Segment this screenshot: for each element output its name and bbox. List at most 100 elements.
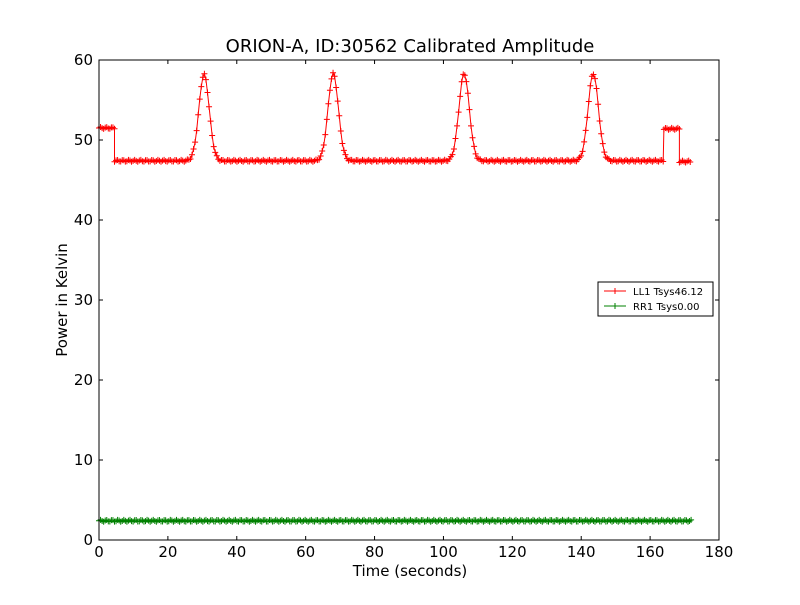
data-point-marker [199, 74, 206, 81]
data-point-marker [615, 158, 622, 165]
data-point-marker [347, 518, 354, 525]
data-point-marker [564, 517, 571, 524]
data-point-marker [336, 112, 343, 119]
data-point-marker [455, 109, 462, 116]
data-point-marker [123, 158, 130, 165]
data-point-marker [435, 517, 442, 524]
data-point-marker [687, 158, 694, 165]
data-point-marker [582, 127, 589, 134]
data-point-marker [323, 116, 330, 123]
data-point-marker [522, 157, 529, 164]
data-point-marker [320, 142, 327, 149]
data-point-marker [136, 157, 143, 164]
data-point-marker [461, 518, 468, 525]
data-point-marker [195, 111, 202, 118]
data-point-marker [102, 124, 109, 131]
data-point-marker [466, 106, 473, 113]
data-point-marker [657, 518, 664, 525]
data-point-marker [165, 518, 172, 525]
data-point-marker [196, 96, 203, 103]
data-point-marker [328, 75, 335, 82]
data-point-marker [319, 147, 326, 154]
data-point-marker [264, 157, 271, 164]
data-point-marker [333, 518, 340, 525]
x-tick-label: 0 [94, 543, 104, 561]
data-point-marker [359, 517, 366, 524]
data-point-marker [373, 517, 380, 524]
data-point-marker [192, 139, 199, 146]
legend-swatch-marker [612, 303, 618, 309]
data-point-marker [676, 126, 683, 133]
x-tick-label: 100 [429, 543, 458, 561]
x-tick-label: 180 [705, 543, 734, 561]
data-point-marker [150, 157, 157, 164]
data-point-marker [201, 70, 208, 77]
data-point-marker [571, 157, 578, 164]
data-point-marker [198, 83, 205, 90]
data-point-marker [305, 158, 312, 165]
data-point-marker [548, 158, 555, 165]
data-point-marker [450, 145, 457, 152]
data-point-marker [488, 517, 495, 524]
x-tick-label: 80 [365, 543, 384, 561]
x-axis-label: Time (seconds) [352, 562, 468, 580]
data-point-marker [512, 157, 519, 164]
data-point-marker [592, 75, 598, 82]
x-tick-label: 60 [296, 543, 315, 561]
data-point-marker [189, 151, 195, 158]
data-point-marker [598, 130, 605, 137]
data-point-marker [528, 518, 535, 525]
data-point-marker [162, 158, 169, 165]
data-point-marker [393, 157, 400, 164]
data-point-marker [464, 90, 471, 97]
data-point-marker [325, 100, 332, 107]
data-point-marker [99, 125, 106, 132]
chart-title: ORION-A, ID:30562 Calibrated Amplitude [226, 36, 595, 57]
data-point-marker [669, 517, 676, 524]
data-point-marker [291, 158, 298, 165]
y-tick-label: 10 [74, 451, 93, 469]
x-tick-label: 140 [567, 543, 596, 561]
data-point-marker [280, 518, 287, 525]
data-point-marker [412, 517, 419, 524]
legend: LL1 Tsys46.12 RR1 Tsys0.00 [597, 281, 714, 317]
data-point-marker [333, 84, 340, 91]
data-point-marker [595, 101, 602, 108]
data-point-marker [581, 518, 588, 525]
data-point-marker [210, 143, 217, 150]
data-point-marker [339, 140, 346, 147]
data-point-marker [337, 128, 344, 135]
y-tick-label: 0 [83, 531, 93, 549]
data-point-marker [178, 517, 185, 524]
data-point-marker [230, 517, 237, 524]
legend-label: RR1 Tsys0.00 [633, 302, 700, 313]
y-axis-label: Power in Kelvin [53, 243, 71, 357]
data-point-marker [278, 157, 285, 164]
data-point-marker [209, 132, 216, 139]
data-point-marker [257, 518, 264, 525]
data-point-marker [468, 122, 474, 129]
data-point-marker [616, 517, 623, 524]
data-point-marker [641, 157, 648, 164]
data-point-marker [330, 69, 337, 76]
data-point-marker [385, 518, 392, 525]
data-point-marker [471, 143, 478, 150]
data-point-marker [316, 156, 323, 163]
data-point-marker [587, 82, 594, 89]
data-point-marker [238, 158, 245, 165]
y-tick-label: 40 [74, 211, 93, 229]
data-point-marker [206, 103, 213, 110]
data-point-marker [202, 76, 209, 83]
data-point-marker [461, 72, 468, 79]
series-1 [96, 516, 695, 525]
data-point-marker [688, 516, 695, 523]
data-point-marker [683, 517, 690, 524]
data-point-marker [660, 158, 667, 165]
data-point-marker [686, 518, 693, 525]
axis-ticks: 0 20 40 60 80 100 120 140 160 180 0 10 20 30 40 50 60 [74, 51, 733, 561]
data-point-marker [499, 157, 505, 164]
x-tick-label: 20 [158, 543, 177, 561]
data-point-marker [584, 114, 591, 121]
y-tick-label: 20 [74, 371, 93, 389]
